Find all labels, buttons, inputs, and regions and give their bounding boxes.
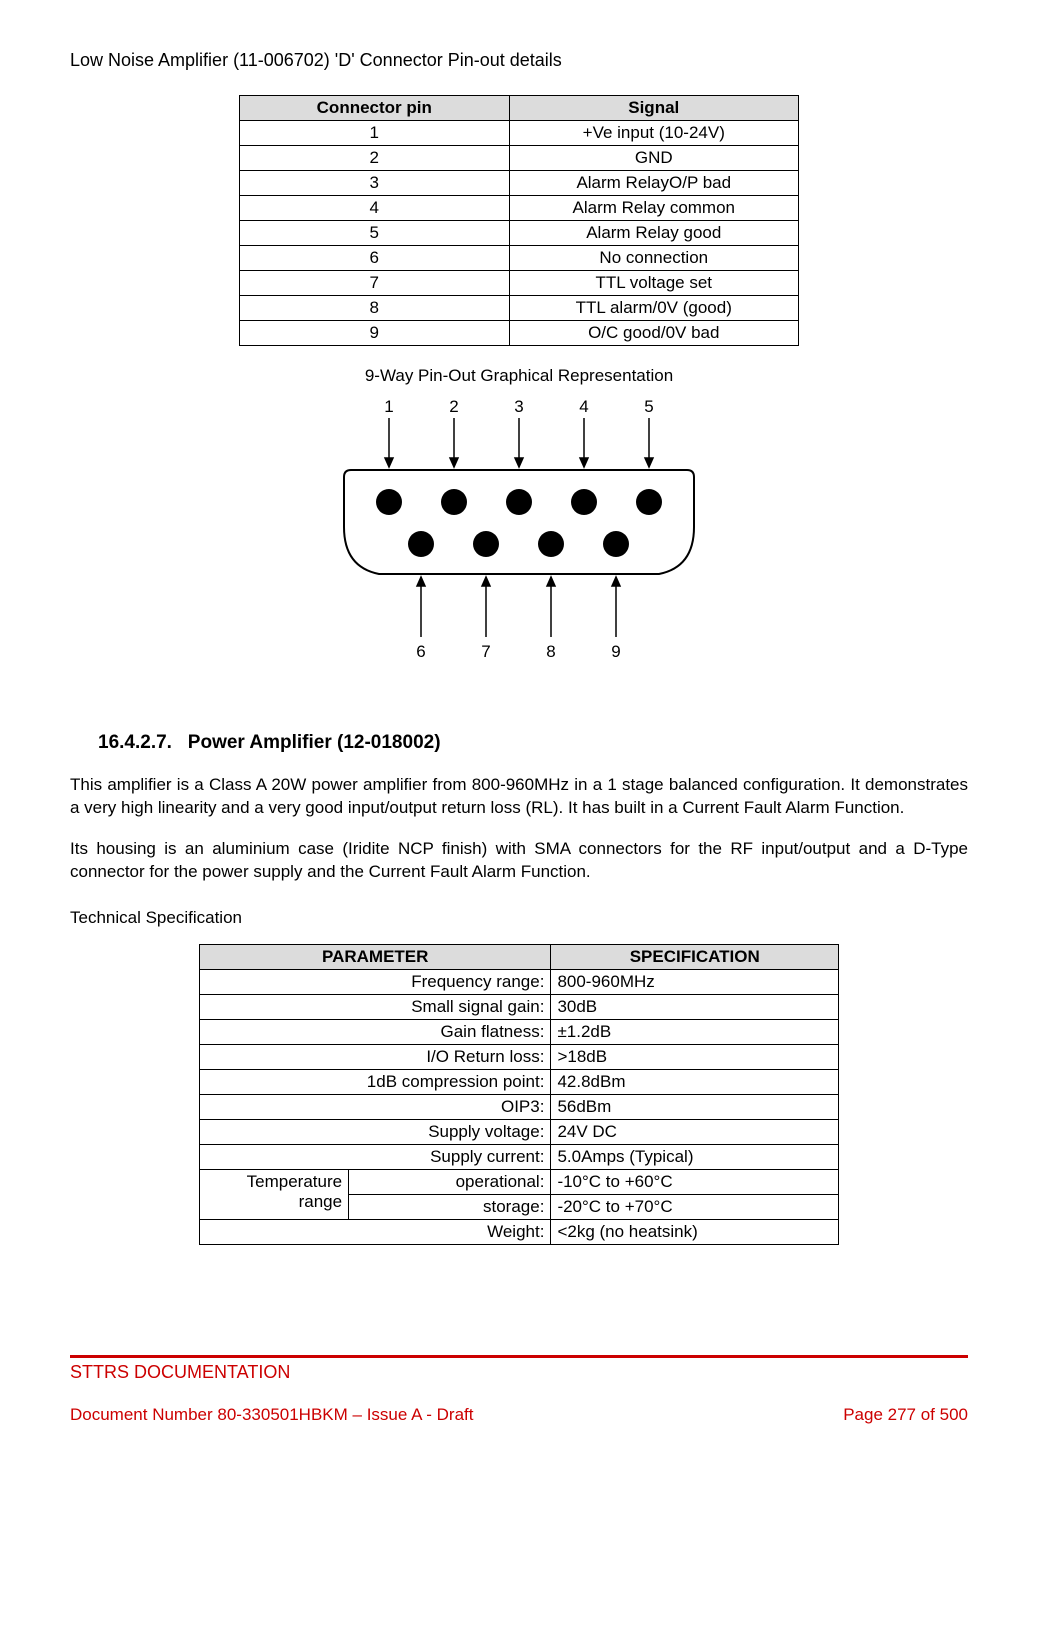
cell: 56dBm [551,1094,839,1119]
pin-label: 3 [514,397,523,416]
cell: 24V DC [551,1119,839,1144]
table-row: Small signal gain:30dB [200,994,839,1019]
cell-temp-group: Temperature range [200,1169,349,1219]
cell: TTL alarm/0V (good) [509,296,798,321]
page-title: Low Noise Amplifier (11-006702) 'D' Conn… [70,50,968,71]
table-row: 5Alarm Relay good [240,221,799,246]
footer-doc-title: STTRS DOCUMENTATION [70,1362,968,1383]
cell: O/C good/0V bad [509,321,798,346]
pin-dot-icon [473,531,499,557]
cell: Alarm RelayO/P bad [509,171,798,196]
table-row: 4Alarm Relay common [240,196,799,221]
table-row: Gain flatness:±1.2dB [200,1019,839,1044]
table-row: 9O/C good/0V bad [240,321,799,346]
cell: Alarm Relay good [509,221,798,246]
cell: 6 [240,246,510,271]
cell: OIP3: [200,1094,551,1119]
paragraph: This amplifier is a Class A 20W power am… [70,774,968,820]
cell: ±1.2dB [551,1019,839,1044]
pin-dot-icon [408,531,434,557]
pin-label: 1 [384,397,393,416]
table-row: Temperature range operational: -10°C to … [200,1169,839,1194]
cell: 7 [240,271,510,296]
connector-outline-icon [344,470,694,574]
section-heading: 16.4.2.7. Power Amplifier (12-018002) [98,732,968,754]
cell: +Ve input (10-24V) [509,121,798,146]
pin-dot-icon [571,489,597,515]
cell: 8 [240,296,510,321]
cell: 1dB compression point: [200,1069,551,1094]
table-row: Frequency range:800-960MHz [200,969,839,994]
cell: operational: [349,1169,551,1194]
table-row: 6No connection [240,246,799,271]
pin-label: 4 [579,397,588,416]
cell: -20°C to +70°C [551,1194,839,1219]
footer: STTRS DOCUMENTATION Document Number 80-3… [70,1355,968,1425]
cell: Frequency range: [200,969,551,994]
pin-label: 8 [546,642,555,661]
pin-dot-icon [538,531,564,557]
cell: <2kg (no heatsink) [551,1219,839,1244]
cell: Alarm Relay common [509,196,798,221]
paragraph: Its housing is an aluminium case (Iridit… [70,838,968,884]
cell: Supply voltage: [200,1119,551,1144]
table-row: I/O Return loss:>18dB [200,1044,839,1069]
pin-label: 7 [481,642,490,661]
table-row: 1dB compression point:42.8dBm [200,1069,839,1094]
spec-header-spec: SPECIFICATION [551,944,839,969]
pinout-header-pin: Connector pin [240,96,510,121]
cell: No connection [509,246,798,271]
pin-dot-icon [603,531,629,557]
cell: Gain flatness: [200,1019,551,1044]
pin-dot-icon [441,489,467,515]
table-row: 3Alarm RelayO/P bad [240,171,799,196]
table-row: Weight:<2kg (no heatsink) [200,1219,839,1244]
cell: I/O Return loss: [200,1044,551,1069]
footer-page-number: Page 277 of 500 [843,1405,968,1425]
cell: 30dB [551,994,839,1019]
cell: >18dB [551,1044,839,1069]
table-row: 8TTL alarm/0V (good) [240,296,799,321]
table-row: 7TTL voltage set [240,271,799,296]
pin-label: 9 [611,642,620,661]
section-title: Power Amplifier (12-018002) [188,732,441,753]
cell: Weight: [200,1219,551,1244]
cell: 42.8dBm [551,1069,839,1094]
diagram-title: 9-Way Pin-Out Graphical Representation [70,366,968,386]
cell: Supply current: [200,1144,551,1169]
pin-dot-icon [636,489,662,515]
pinout-table: Connector pin Signal 1+Ve input (10-24V)… [239,95,799,346]
pin-dot-icon [376,489,402,515]
pinout-header-signal: Signal [509,96,798,121]
cell: 2 [240,146,510,171]
connector-diagram: 9-Way Pin-Out Graphical Representation 1… [70,366,968,672]
cell: GND [509,146,798,171]
cell: storage: [349,1194,551,1219]
cell: 800-960MHz [551,969,839,994]
cell: 9 [240,321,510,346]
table-row: Supply voltage:24V DC [200,1119,839,1144]
cell: 3 [240,171,510,196]
cell: -10°C to +60°C [551,1169,839,1194]
pin-label: 5 [644,397,653,416]
footer-doc-number: Document Number 80-330501HBKM – Issue A … [70,1405,473,1425]
tech-spec-label: Technical Specification [70,908,968,928]
table-row: OIP3:56dBm [200,1094,839,1119]
cell: 4 [240,196,510,221]
table-row: 2GND [240,146,799,171]
section-number: 16.4.2.7. [98,732,172,753]
cell: Small signal gain: [200,994,551,1019]
table-row: Supply current:5.0Amps (Typical) [200,1144,839,1169]
spec-table: PARAMETER SPECIFICATION Frequency range:… [199,944,839,1245]
table-row: 1+Ve input (10-24V) [240,121,799,146]
cell: 5.0Amps (Typical) [551,1144,839,1169]
pin-dot-icon [506,489,532,515]
cell: 1 [240,121,510,146]
connector-svg-icon: 1 2 3 4 5 [309,392,729,672]
cell: 5 [240,221,510,246]
spec-header-param: PARAMETER [200,944,551,969]
cell: TTL voltage set [509,271,798,296]
pin-label: 6 [416,642,425,661]
pin-label: 2 [449,397,458,416]
